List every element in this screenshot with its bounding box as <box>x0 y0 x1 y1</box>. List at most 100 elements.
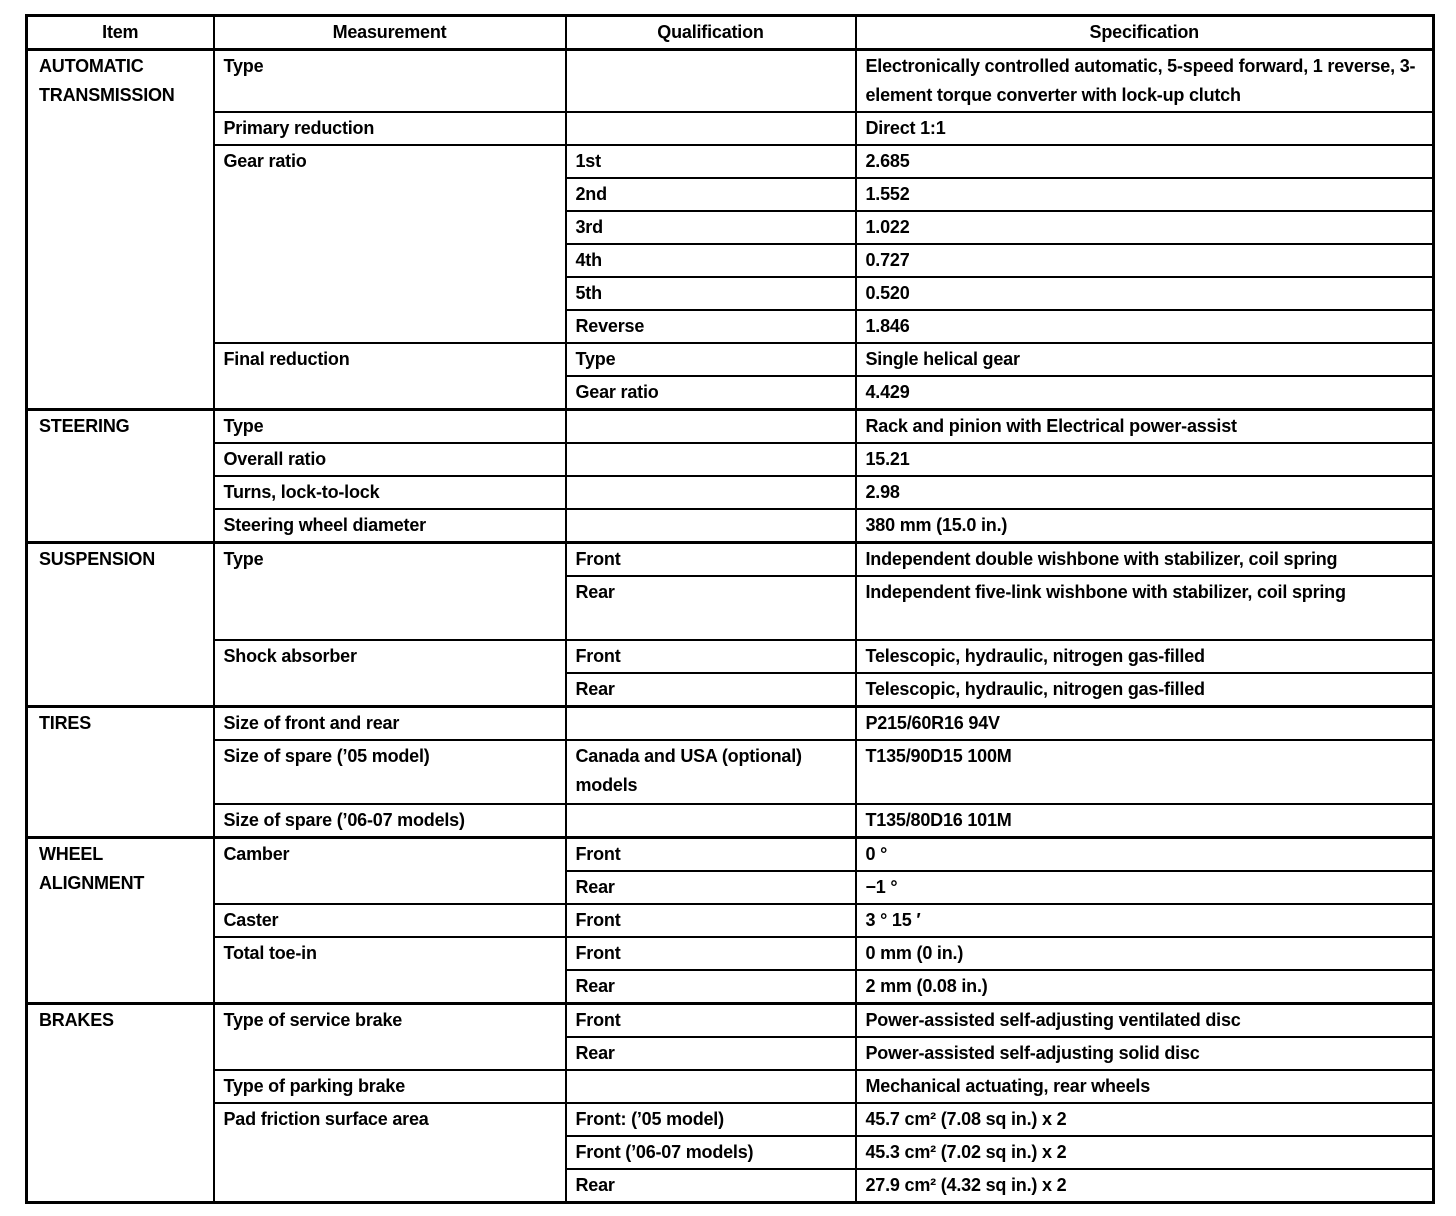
specification-cell: 27.9 cm² (4.32 sq in.) x 2 <box>854 1168 1435 1204</box>
specification-cell: Single helical gear <box>854 342 1435 377</box>
qualification-cell: Rear <box>564 672 857 708</box>
section-wheel-alignment: WHEEL ALIGNMENT Camber Front 0 ° Rear −1… <box>25 836 1435 1005</box>
specification-cell: Telescopic, hydraulic, nitrogen gas-fill… <box>854 639 1435 674</box>
specification-cell: Electronically controlled automatic, 5-s… <box>854 48 1435 113</box>
table-header: Item Measurement Qualification Specifica… <box>25 14 1435 51</box>
table-row: Rear Power-assisted self-adjusting solid… <box>27 1036 1435 1071</box>
section-steering: STEERING Type Rack and pinion with Elect… <box>25 408 1435 544</box>
section-automatic-transmission: AUTOMATIC TRANSMISSION Type Electronical… <box>25 48 1435 411</box>
specification-cell: 0.520 <box>854 276 1435 311</box>
measurement-cell: Overall ratio <box>212 442 567 477</box>
specification-cell: 1.846 <box>854 309 1435 344</box>
column-header-qualification: Qualification <box>564 14 857 51</box>
table-row: AUTOMATIC TRANSMISSION Type Electronical… <box>25 48 1435 411</box>
table-row: Type of parking brake Mechanical actuati… <box>27 1069 1435 1104</box>
qualification-cell: Rear <box>564 575 857 641</box>
measurement-cell: Type <box>212 408 567 444</box>
specification-cell: 0.727 <box>854 243 1435 278</box>
qualification-cell: 4th <box>564 243 857 278</box>
specification-cell: 380 mm (15.0 in.) <box>854 508 1435 544</box>
table-row: BRAKES Type of service brake Front Power… <box>25 1002 1435 1204</box>
qualification-cell: 2nd <box>564 177 857 212</box>
table-row: Rear Independent five-link wishbone with… <box>27 575 1435 641</box>
qualification-cell <box>564 475 857 510</box>
qualification-cell <box>564 508 857 544</box>
qualification-cell: 3rd <box>564 210 857 245</box>
specification-cell: Power-assisted self-adjusting ventilated… <box>854 1002 1435 1038</box>
specification-cell: Independent five-link wishbone with stab… <box>854 575 1435 641</box>
qualification-cell <box>564 442 857 477</box>
specification-cell: T135/90D15 100M <box>854 739 1435 805</box>
measurement-cell: Size of front and rear <box>212 705 567 741</box>
specification-cell: 45.7 cm² (7.08 sq in.) x 2 <box>854 1102 1435 1137</box>
table-row: WHEEL ALIGNMENT Camber Front 0 ° <box>25 836 1435 1005</box>
specification-cell: 1.552 <box>854 177 1435 212</box>
table-row: 5th 0.520 <box>27 276 1435 311</box>
specification-cell: Rack and pinion with Electrical power-as… <box>854 408 1435 444</box>
column-header-specification: Specification <box>854 14 1435 51</box>
section-brakes: BRAKES Type of service brake Front Power… <box>25 1002 1435 1204</box>
table-row: Front (’06-07 models) 45.3 cm² (7.02 sq … <box>27 1135 1435 1170</box>
specification-cell: 2 mm (0.08 in.) <box>854 969 1435 1005</box>
table-row: Shock absorber Front Telescopic, hydraul… <box>27 639 1435 708</box>
qualification-cell <box>564 111 857 146</box>
table-row: STEERING Type Rack and pinion with Elect… <box>25 408 1435 544</box>
measurement-cell: Total toe-in <box>212 936 567 1005</box>
section-item-cell: WHEEL ALIGNMENT <box>25 836 215 1005</box>
specification-cell: Power-assisted self-adjusting solid disc <box>854 1036 1435 1071</box>
qualification-cell <box>564 1069 857 1104</box>
qualification-cell: 1st <box>564 144 857 179</box>
qualification-cell: Rear <box>564 969 857 1005</box>
qualification-cell: Front <box>564 936 857 971</box>
measurement-cell: Shock absorber <box>212 639 567 708</box>
table-row: Caster Front 3 ° 15 ′ <box>27 903 1435 938</box>
section-tires: TIRES Size of front and rear P215/60R16 … <box>25 705 1435 839</box>
measurement-cell: Pad friction surface area <box>212 1102 567 1204</box>
table-row: Overall ratio 15.21 <box>27 442 1435 477</box>
section-suspension: SUSPENSION Type Front Independent double… <box>25 541 1435 708</box>
specification-cell: T135/80D16 101M <box>854 803 1435 839</box>
measurement-cell: Caster <box>212 903 567 938</box>
specification-cell: Mechanical actuating, rear wheels <box>854 1069 1435 1104</box>
qualification-cell: Canada and USA (optional) models <box>564 739 857 805</box>
qualification-cell: Rear <box>564 870 857 905</box>
table-row: Total toe-in Front 0 mm (0 in.) <box>27 936 1435 1005</box>
specification-cell: 45.3 cm² (7.02 sq in.) x 2 <box>854 1135 1435 1170</box>
measurement-cell: Gear ratio <box>212 144 567 344</box>
measurement-cell: Final reduction <box>212 342 567 411</box>
qualification-cell: Front <box>564 639 857 674</box>
qualification-cell: Front <box>564 541 857 577</box>
section-item-cell: BRAKES <box>25 1002 215 1204</box>
specification-cell: 3 ° 15 ′ <box>854 903 1435 938</box>
specifications-table: Item Measurement Qualification Specifica… <box>25 14 1435 1204</box>
qualification-cell: Rear <box>564 1036 857 1071</box>
qualification-cell <box>564 705 857 741</box>
measurement-cell: Type of parking brake <box>212 1069 567 1104</box>
header-row: Item Measurement Qualification Specifica… <box>25 14 1435 51</box>
specification-cell: Telescopic, hydraulic, nitrogen gas-fill… <box>854 672 1435 708</box>
table-row: Primary reduction Direct 1:1 <box>27 111 1435 146</box>
table-row: Gear ratio 4.429 <box>27 375 1435 411</box>
measurement-cell: Type of service brake <box>212 1002 567 1071</box>
qualification-cell: Gear ratio <box>564 375 857 411</box>
measurement-cell: Steering wheel diameter <box>212 508 567 544</box>
specification-cell: 1.022 <box>854 210 1435 245</box>
specification-cell: 4.429 <box>854 375 1435 411</box>
table-row: Gear ratio 1st 2.685 <box>27 144 1435 344</box>
qualification-cell: Front <box>564 903 857 938</box>
measurement-cell: Turns, lock-to-lock <box>212 475 567 510</box>
table-row: Size of spare (’06-07 models) T135/80D16… <box>27 803 1435 839</box>
qualification-cell: Reverse <box>564 309 857 344</box>
specification-cell: 2.98 <box>854 475 1435 510</box>
table-row: 3rd 1.022 <box>27 210 1435 245</box>
specification-cell: −1 ° <box>854 870 1435 905</box>
qualification-cell <box>564 803 857 839</box>
table-row: TIRES Size of front and rear P215/60R16 … <box>25 705 1435 839</box>
specification-cell: P215/60R16 94V <box>854 705 1435 741</box>
qualification-cell: Front <box>564 1002 857 1038</box>
table-row: Size of spare (’05 model) Canada and USA… <box>27 739 1435 805</box>
measurement-cell: Size of spare (’06-07 models) <box>212 803 567 839</box>
table-row: SUSPENSION Type Front Independent double… <box>25 541 1435 708</box>
table-row: Rear 27.9 cm² (4.32 sq in.) x 2 <box>27 1168 1435 1204</box>
